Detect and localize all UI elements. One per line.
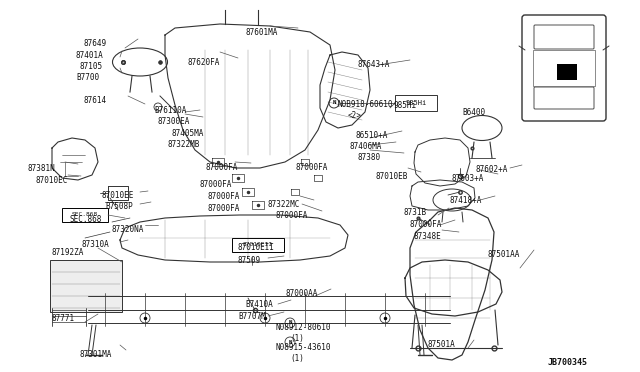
Bar	[62, 208, 108, 222]
Text: N08912-80610: N08912-80610	[276, 323, 332, 332]
FancyBboxPatch shape	[534, 87, 594, 109]
Text: 87406MA: 87406MA	[350, 142, 382, 151]
Text: N: N	[289, 321, 292, 326]
Text: 87380: 87380	[358, 153, 381, 162]
Text: 87105: 87105	[80, 62, 103, 71]
Bar	[533, 50, 595, 86]
Text: 87320NA: 87320NA	[112, 225, 145, 234]
Text: 87322MC: 87322MC	[268, 200, 300, 209]
Text: B6400: B6400	[462, 108, 485, 117]
Text: 87000FA: 87000FA	[208, 204, 241, 213]
Text: 985Hi: 985Hi	[405, 100, 427, 106]
Bar	[50, 260, 122, 312]
Text: 87620FA: 87620FA	[188, 58, 220, 67]
Text: 87418+A: 87418+A	[449, 196, 481, 205]
Text: 87301MA: 87301MA	[80, 350, 113, 359]
Text: 985Hi: 985Hi	[394, 101, 417, 110]
Text: 87000FA: 87000FA	[208, 192, 241, 201]
Text: 87649: 87649	[83, 39, 106, 48]
Text: 86510+A: 86510+A	[356, 131, 388, 140]
Bar	[232, 238, 284, 252]
Text: 87000FA: 87000FA	[200, 180, 232, 189]
Text: 87643+A: 87643+A	[358, 60, 390, 69]
Text: SEC.868: SEC.868	[72, 212, 98, 218]
Text: 87322MB: 87322MB	[168, 140, 200, 149]
Text: 87401A: 87401A	[76, 51, 104, 60]
Text: 87192ZA: 87192ZA	[52, 248, 84, 257]
Text: (1): (1)	[290, 354, 304, 363]
Bar	[395, 95, 437, 111]
Text: N: N	[289, 340, 292, 344]
Text: 87010EII: 87010EII	[238, 243, 275, 252]
Text: 87602+A: 87602+A	[476, 165, 508, 174]
Text: N08915-43610: N08915-43610	[276, 343, 332, 352]
Text: 87000FA: 87000FA	[276, 211, 308, 220]
Text: 87381N: 87381N	[28, 164, 56, 173]
Text: 87501A: 87501A	[428, 340, 456, 349]
Text: B76110A: B76110A	[154, 106, 186, 115]
Text: (1): (1)	[290, 334, 304, 343]
Text: 87010EB: 87010EB	[375, 172, 408, 181]
Text: 87310A: 87310A	[82, 240, 109, 249]
Text: B7508P: B7508P	[105, 202, 132, 211]
Text: 87603+A: 87603+A	[452, 174, 484, 183]
Text: B7700: B7700	[76, 73, 99, 82]
FancyBboxPatch shape	[534, 25, 594, 49]
Text: 8731B: 8731B	[403, 208, 426, 217]
Text: JB700345: JB700345	[548, 358, 588, 367]
Text: SEC.868: SEC.868	[70, 215, 102, 224]
Text: 87509: 87509	[238, 256, 261, 265]
Text: 87501AA: 87501AA	[488, 250, 520, 259]
Text: 87000FA: 87000FA	[409, 220, 442, 229]
Text: 87348E: 87348E	[413, 232, 441, 241]
Text: N: N	[332, 100, 335, 106]
Text: 87010EC: 87010EC	[35, 176, 67, 185]
Text: B7707M: B7707M	[238, 312, 266, 321]
Text: 87000AA: 87000AA	[285, 289, 317, 298]
Text: 87771: 87771	[52, 314, 75, 323]
FancyBboxPatch shape	[522, 15, 606, 121]
Text: 87010EE: 87010EE	[102, 191, 134, 200]
Bar	[557, 64, 577, 80]
Text: B7410A: B7410A	[245, 300, 273, 309]
Text: 87601MA: 87601MA	[245, 28, 277, 37]
Text: N0B918-60610: N0B918-60610	[338, 100, 394, 109]
Text: 87405MA: 87405MA	[172, 129, 204, 138]
Text: 87010EII: 87010EII	[243, 243, 273, 247]
Text: <2>: <2>	[348, 111, 362, 120]
Text: 87300EA: 87300EA	[157, 117, 189, 126]
Text: 87000FA: 87000FA	[295, 163, 328, 172]
Text: 87614: 87614	[84, 96, 107, 105]
Text: 87000FA: 87000FA	[205, 163, 237, 172]
